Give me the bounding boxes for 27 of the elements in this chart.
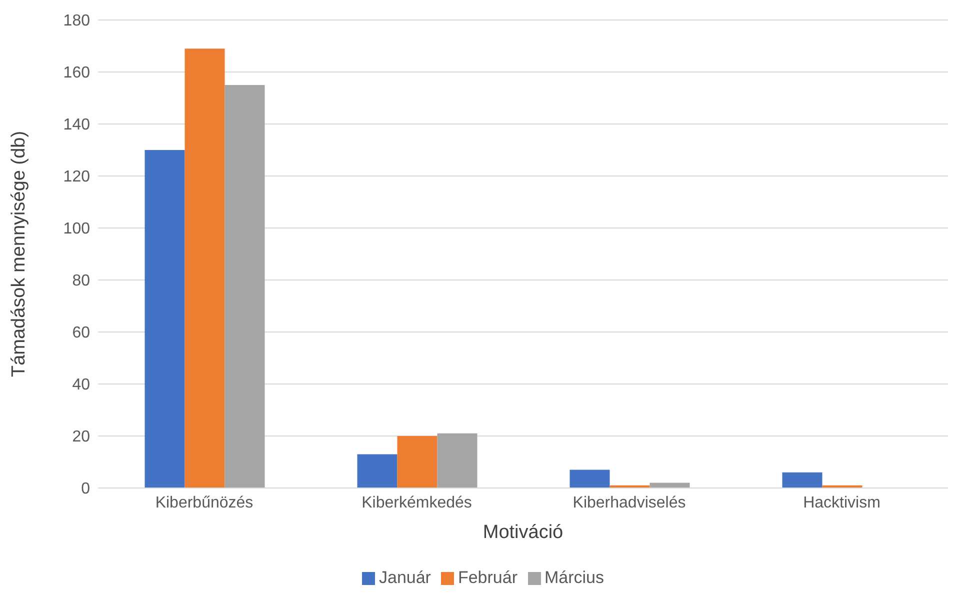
y-tick-label: 120	[63, 168, 90, 186]
bar	[782, 472, 822, 488]
legend-label: Február	[458, 568, 518, 587]
x-tick-label: Kiberkémkedés	[362, 494, 472, 512]
legend-label: Január	[378, 568, 431, 587]
bar	[437, 433, 478, 488]
bar	[144, 150, 185, 488]
y-tick-label: 160	[63, 64, 90, 82]
legend-label: Március	[544, 568, 604, 587]
y-tick-label: 20	[72, 428, 90, 446]
bar	[397, 436, 438, 488]
y-tick-label: 140	[63, 116, 90, 134]
y-tick-label: 60	[72, 324, 90, 342]
x-tick-label: Kiberhadviselés	[572, 494, 686, 512]
y-tick-label: 180	[63, 12, 90, 30]
y-tick-label: 100	[63, 220, 90, 238]
y-tick-label: 40	[72, 376, 90, 394]
bar	[570, 470, 610, 488]
bar	[224, 85, 265, 488]
bar	[184, 48, 225, 488]
x-tick-label: Kiberbűnözés	[155, 494, 254, 512]
x-tick-label: Hacktivism	[803, 494, 880, 512]
y-tick-label: 80	[72, 272, 90, 290]
x-axis-title: Motiváció	[482, 522, 564, 543]
bar	[357, 454, 398, 488]
y-tick-label: 0	[81, 480, 90, 498]
y-axis-title: Támadások mennyisége (db)	[8, 130, 30, 378]
